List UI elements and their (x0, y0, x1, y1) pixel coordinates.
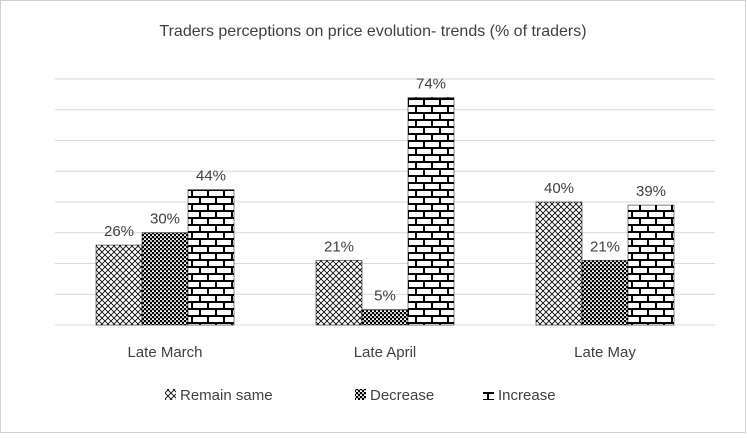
bar (315, 260, 363, 326)
x-tick-label: Late April (354, 344, 417, 361)
value-label: 74% (416, 75, 446, 92)
legend-label: Decrease (370, 387, 434, 404)
bar (141, 232, 189, 326)
bar (95, 244, 143, 326)
value-label: 44% (196, 168, 226, 185)
x-tick-label: Late May (574, 344, 636, 361)
bar (627, 204, 675, 326)
value-label: 26% (104, 223, 134, 240)
value-label: 21% (590, 238, 620, 255)
legend-label: Remain same (180, 387, 273, 404)
legend-swatch (483, 389, 494, 400)
bar (407, 97, 455, 326)
chart-title: Traders perceptions on price evolution- … (159, 23, 586, 40)
value-label: 30% (150, 211, 180, 228)
bar (361, 309, 409, 326)
value-label: 40% (544, 180, 574, 197)
legend-swatch (165, 389, 176, 400)
value-label: 5% (374, 288, 396, 305)
bar (535, 201, 583, 326)
legend-swatch (355, 389, 366, 400)
bar (581, 260, 629, 326)
bar (187, 189, 235, 326)
x-tick-label: Late March (127, 344, 202, 361)
legend-label: Increase (498, 387, 556, 404)
value-label: 39% (636, 183, 666, 200)
value-label: 21% (324, 238, 354, 255)
